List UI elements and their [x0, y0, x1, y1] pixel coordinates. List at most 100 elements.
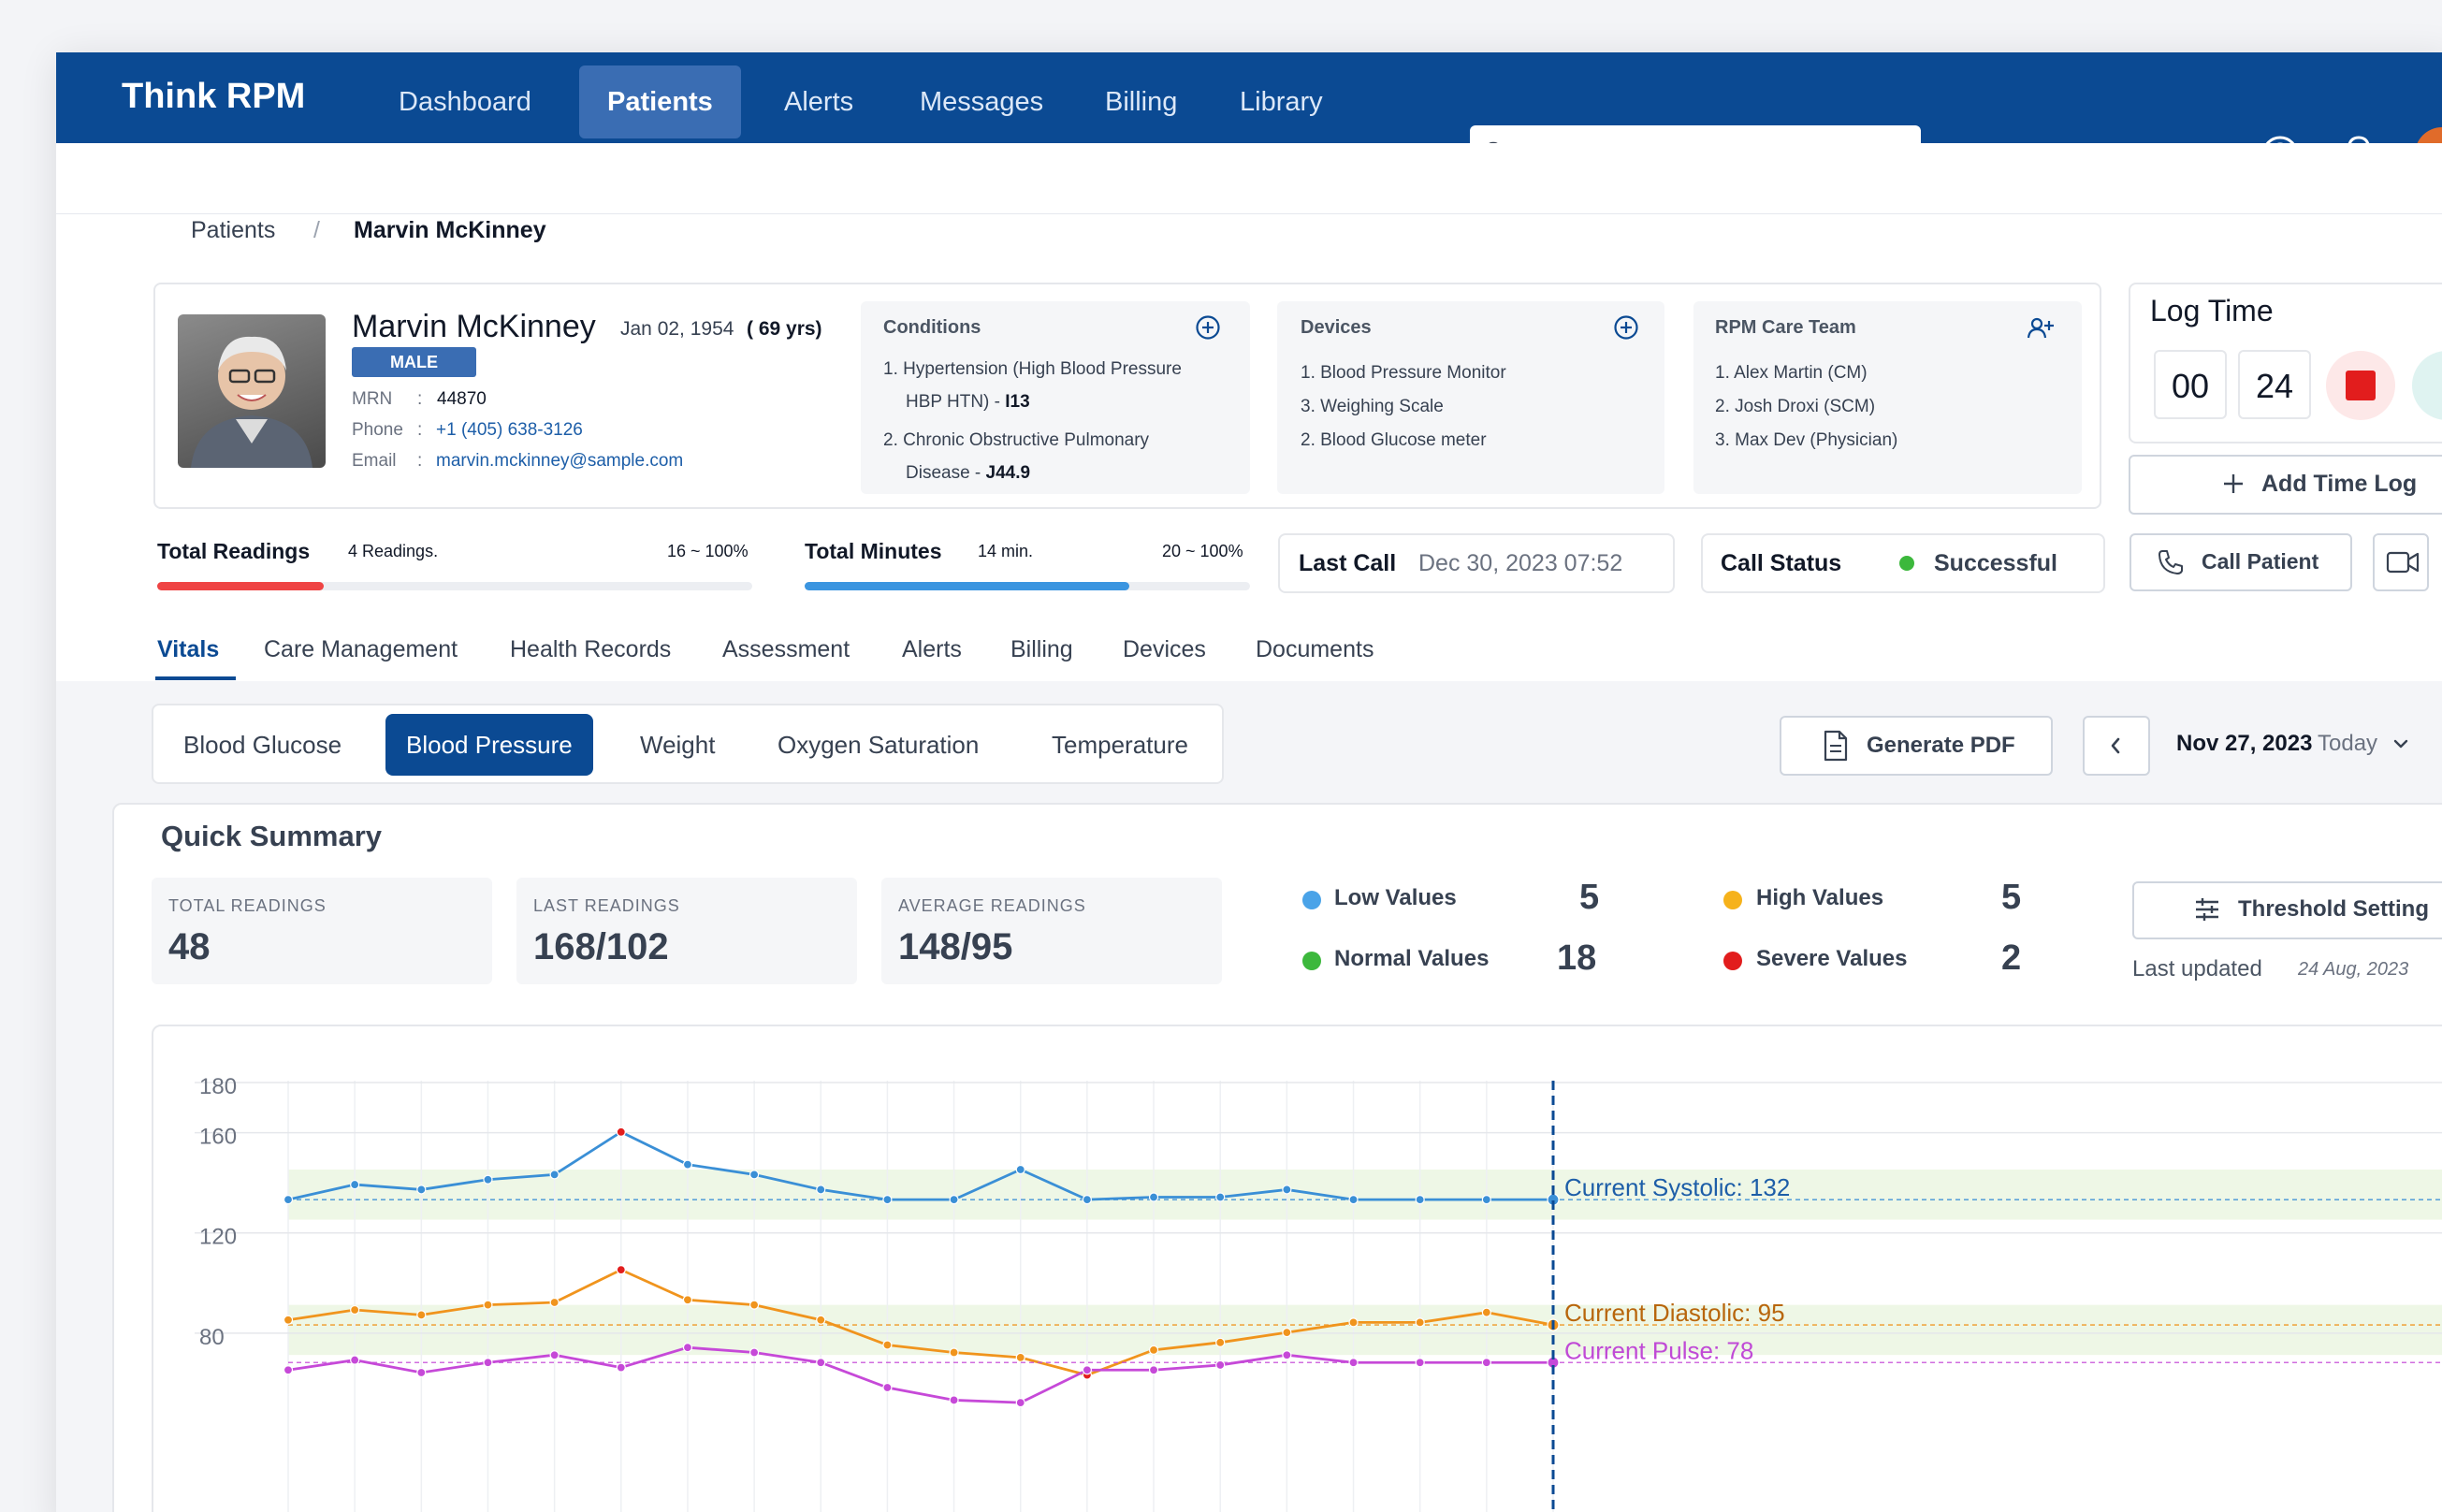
log-time-card — [2129, 283, 2442, 443]
quick-summary-title: Quick Summary — [161, 820, 383, 852]
readings-progress-bar — [157, 582, 752, 590]
chevron-down-icon[interactable] — [2391, 737, 2410, 750]
diastolic-point — [1348, 1317, 1359, 1328]
patient-name: Marvin McKinney — [352, 309, 596, 344]
pulse-point — [749, 1347, 760, 1358]
threshold-setting-button[interactable] — [2132, 881, 2442, 939]
diastolic-point — [549, 1297, 560, 1308]
stat-value: 148/95 — [898, 926, 1013, 967]
breadcrumb — [56, 143, 2442, 214]
severe-values-count: 2 — [2001, 938, 2022, 978]
gender-badge: MALE — [352, 347, 476, 377]
total-minutes-label: Total Minutes — [805, 539, 942, 563]
high-values-count: 5 — [2001, 878, 2022, 917]
pulse-point — [1282, 1350, 1292, 1360]
nav-dashboard[interactable]: Dashboard — [399, 87, 531, 117]
previous-date-button[interactable] — [2083, 716, 2150, 776]
pulse-point — [1481, 1358, 1491, 1368]
high-values-label: High Values — [1756, 885, 1884, 910]
total-readings-value: 4 Readings. — [348, 542, 439, 560]
pulse-point — [1148, 1365, 1159, 1375]
pulse-point — [549, 1350, 560, 1360]
breadcrumb-patients[interactable]: Patients — [191, 217, 276, 243]
systolic-line — [287, 1130, 1553, 1201]
subtab-weight[interactable]: Weight — [640, 731, 716, 759]
nav-messages[interactable]: Messages — [920, 87, 1044, 117]
add-time-log-button[interactable] — [2129, 455, 2442, 515]
low-values-count: 5 — [1579, 878, 1600, 917]
systolic-point — [1082, 1195, 1092, 1205]
stop-timer-button[interactable] — [2326, 351, 2395, 420]
patient-dob: Jan 02, 1954 — [620, 318, 734, 340]
video-camera-icon — [2386, 551, 2420, 574]
phone-label: Phone — [352, 420, 403, 440]
pulse-point — [283, 1365, 294, 1375]
selected-date[interactable]: Nov 27, 2023 — [2176, 731, 2313, 756]
systolic-point — [283, 1195, 294, 1205]
device-item: 3. Weighing Scale — [1301, 397, 1444, 416]
call-status-value: Successful — [1934, 550, 2058, 576]
log-time-minutes: 24 — [2238, 350, 2311, 419]
tab-health-records[interactable]: Health Records — [510, 636, 672, 662]
low-values-dot — [1302, 891, 1321, 909]
y-tick-label: 180 — [199, 1074, 237, 1099]
normal-values-dot — [1302, 952, 1321, 970]
minutes-progress-fill — [805, 582, 1130, 590]
tab-care-management[interactable]: Care Management — [264, 636, 458, 662]
phone-icon — [2159, 550, 2183, 574]
devices-title: Devices — [1301, 317, 1372, 338]
video-call-button[interactable] — [2373, 533, 2429, 591]
subtab-blood-pressure[interactable]: Blood Pressure — [385, 714, 593, 776]
pulse-point — [483, 1358, 493, 1368]
systolic-current-label: Current Systolic: 132 — [1564, 1173, 1790, 1201]
tab-assessment[interactable]: Assessment — [722, 636, 850, 662]
pulse-point — [882, 1382, 893, 1393]
normal-values-label: Normal Values — [1334, 946, 1490, 971]
care-team-title: RPM Care Team — [1715, 317, 1856, 338]
sliders-icon — [2196, 898, 2218, 921]
nav-billing[interactable]: Billing — [1105, 87, 1178, 117]
systolic-point — [1481, 1195, 1491, 1205]
tab-devices[interactable]: Devices — [1123, 636, 1206, 662]
top-navbar: Think RPM — [56, 52, 2442, 143]
chevron-left-icon — [2111, 737, 2120, 754]
normal-range-band — [288, 1170, 2442, 1220]
email-label: Email — [352, 451, 397, 471]
add-condition-icon[interactable] — [1195, 314, 1221, 341]
breadcrumb-current: Marvin McKinney — [354, 217, 546, 243]
pulse-line — [287, 1345, 1553, 1404]
care-team-member: 2. Josh Droxi (SCM) — [1715, 397, 1876, 416]
nav-alerts[interactable]: Alerts — [784, 87, 854, 117]
severe-values-dot — [1723, 952, 1742, 970]
tab-vitals[interactable]: Vitals — [157, 636, 220, 662]
add-team-member-icon[interactable] — [2027, 316, 2055, 341]
y-tick-label: 120 — [199, 1225, 237, 1250]
email-link[interactable]: marvin.mckinney@sample.com — [436, 451, 684, 471]
normal-range-band — [288, 1304, 2442, 1356]
nav-library[interactable]: Library — [1240, 87, 1323, 117]
app-logo[interactable]: Think RPM — [122, 77, 306, 116]
phone-link[interactable]: +1 (405) 638-3126 — [436, 420, 583, 440]
add-device-icon[interactable] — [1613, 314, 1639, 341]
breadcrumb-separator: / — [313, 217, 320, 243]
pulse-current-label: Current Pulse: 78 — [1564, 1336, 1753, 1364]
nav-patients[interactable]: Patients — [579, 65, 741, 138]
mrn-colon: : — [417, 389, 423, 409]
diastolic-point — [350, 1304, 360, 1316]
tab-alerts[interactable]: Alerts — [902, 636, 962, 662]
tab-billing[interactable]: Billing — [1010, 636, 1073, 662]
subtab-blood-glucose[interactable]: Blood Glucose — [183, 731, 342, 759]
subtab-oxygen-saturation[interactable]: Oxygen Saturation — [778, 731, 980, 759]
severe-values-label: Severe Values — [1756, 946, 1908, 971]
subtab-temperature[interactable]: Temperature — [1052, 731, 1188, 759]
diastolic-point — [882, 1340, 893, 1350]
diastolic-point — [816, 1315, 826, 1325]
conditions-title: Conditions — [883, 317, 981, 338]
y-tick-label: 80 — [199, 1325, 225, 1350]
person-icon — [191, 336, 313, 468]
date-suffix: Today — [2318, 731, 2378, 756]
tab-documents[interactable]: Documents — [1256, 636, 1374, 662]
stat-label: AVERAGE READINGS — [898, 896, 1086, 915]
condition-2-desc: Disease - — [906, 463, 986, 483]
